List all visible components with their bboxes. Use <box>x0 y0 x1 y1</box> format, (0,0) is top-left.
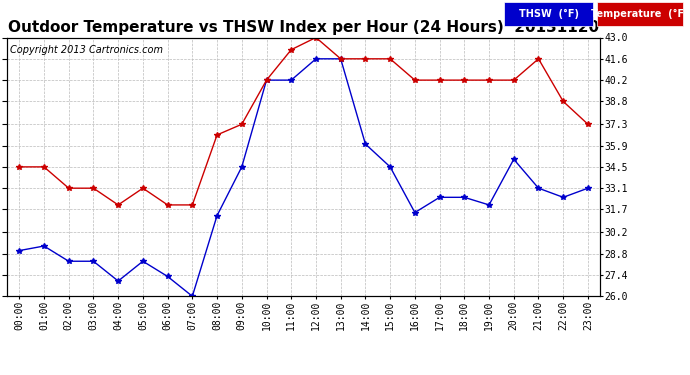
Text: Copyright 2013 Cartronics.com: Copyright 2013 Cartronics.com <box>10 45 163 55</box>
Text: THSW  (°F): THSW (°F) <box>519 9 578 19</box>
Title: Outdoor Temperature vs THSW Index per Hour (24 Hours)  20131120: Outdoor Temperature vs THSW Index per Ho… <box>8 20 599 35</box>
Text: Temperature  (°F): Temperature (°F) <box>591 9 689 19</box>
